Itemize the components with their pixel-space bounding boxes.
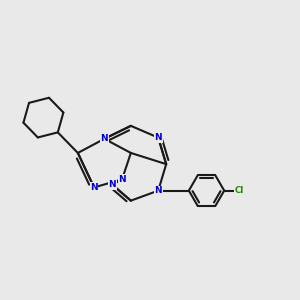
Text: N: N: [109, 180, 116, 189]
Text: N: N: [154, 133, 162, 142]
Text: N: N: [154, 186, 162, 195]
Text: N: N: [100, 134, 108, 143]
Text: N: N: [90, 183, 98, 192]
Text: Cl: Cl: [235, 186, 244, 195]
Text: N: N: [118, 175, 126, 184]
